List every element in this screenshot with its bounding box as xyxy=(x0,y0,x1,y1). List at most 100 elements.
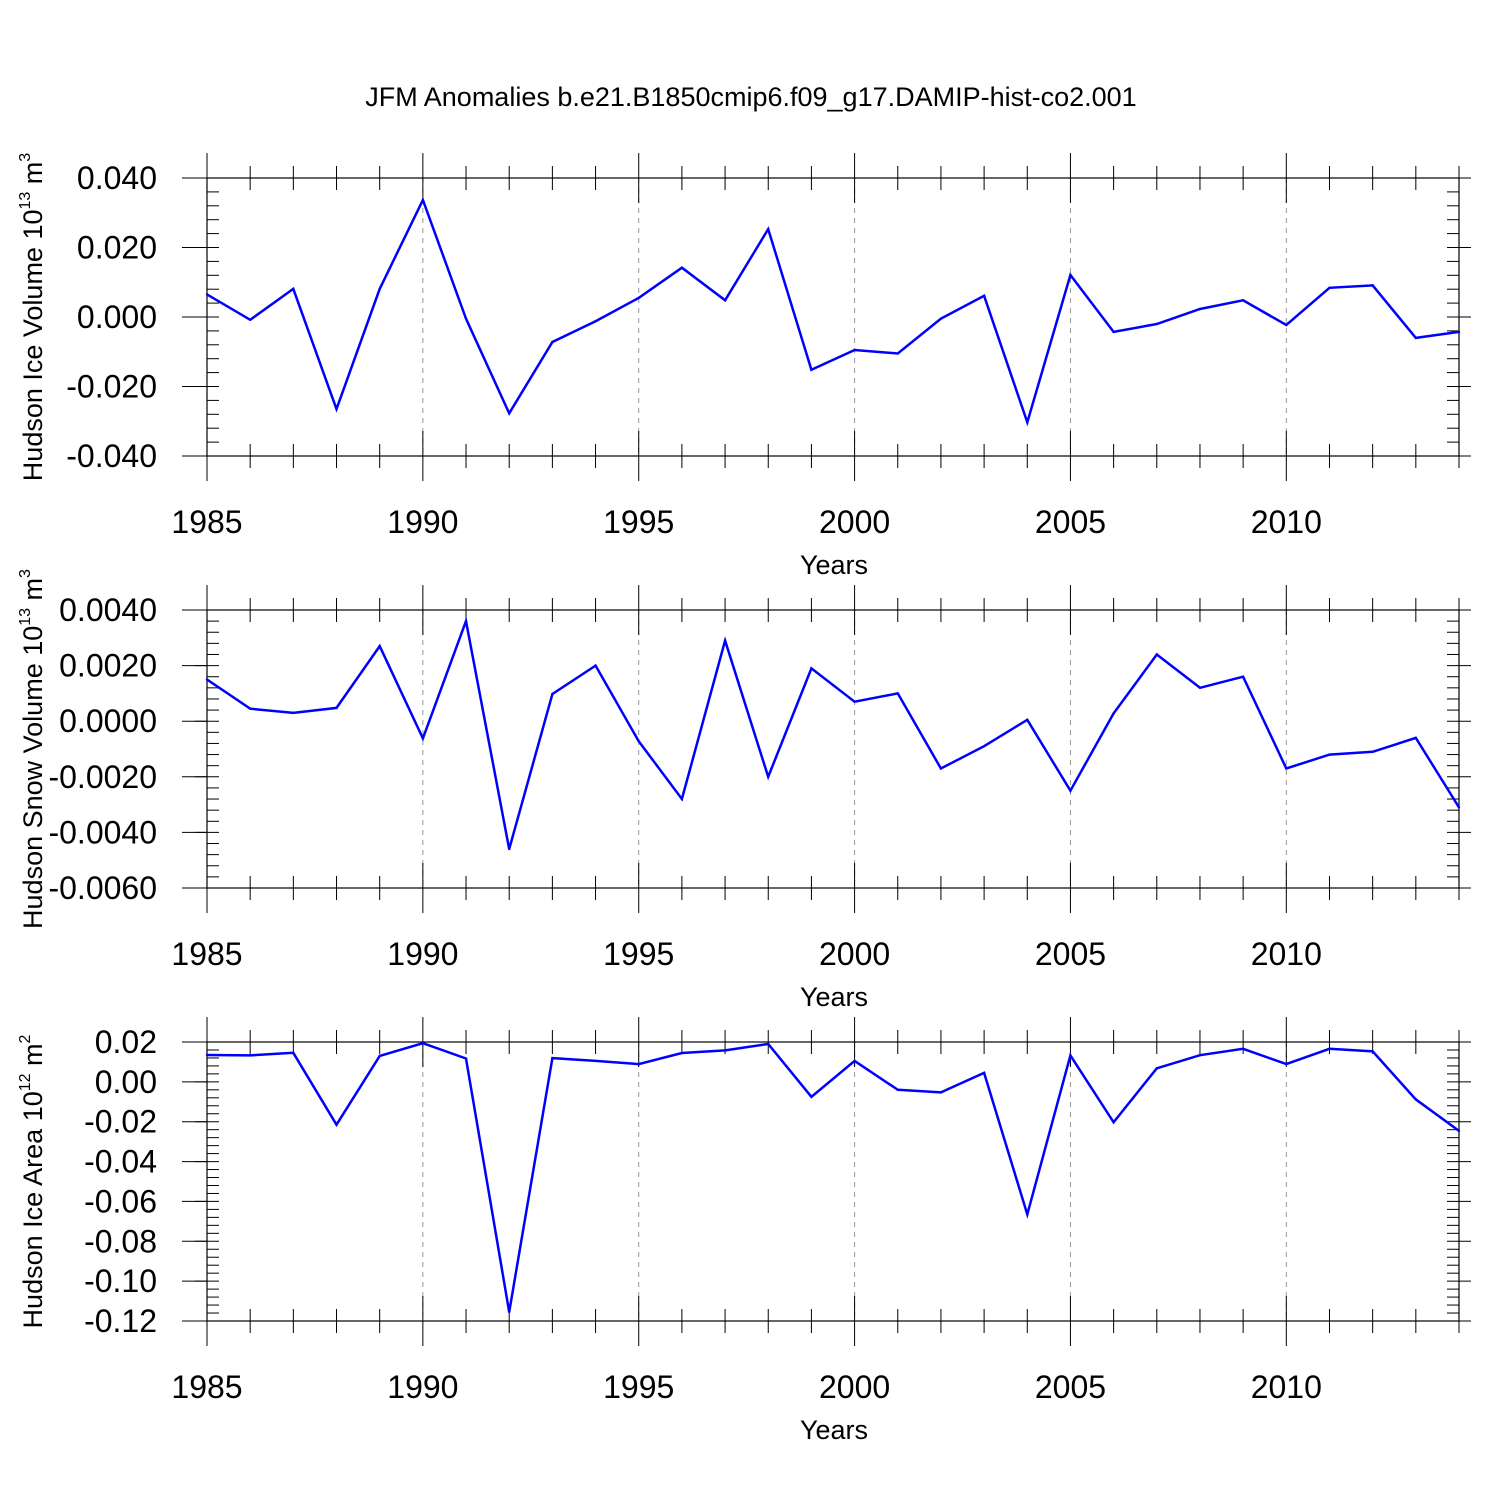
data-point-2007 xyxy=(1155,653,1158,656)
data-point-1990 xyxy=(421,1041,425,1045)
data-point-1987 xyxy=(292,287,295,291)
x-tick-label: 2000 xyxy=(819,1369,890,1405)
x-tick-label: 2010 xyxy=(1251,504,1322,540)
data-point-2012 xyxy=(1371,750,1374,753)
data-point-1996 xyxy=(680,797,684,801)
y-tick-label: -0.04 xyxy=(84,1144,157,1180)
data-point-2006 xyxy=(1112,712,1115,715)
series-line xyxy=(206,1041,1460,1313)
data-point-2001 xyxy=(896,692,899,695)
y-axis-label: Hudson Ice Volume 1013 m3 xyxy=(17,153,48,481)
x-tick-label: 1990 xyxy=(387,936,458,972)
plot-frame xyxy=(206,177,1460,457)
y-tick-label: -0.040 xyxy=(66,438,157,474)
data-point-1994 xyxy=(594,664,597,667)
x-axis-label: Years xyxy=(800,982,868,1012)
y-axis-label-text: Hudson Ice Volume 10 xyxy=(18,210,48,482)
data-point-1986 xyxy=(248,707,252,710)
y-axis-label: Hudson Ice Area 1012 m2 xyxy=(17,1034,48,1328)
y-tick-label: 0.0020 xyxy=(59,648,157,684)
y-axis-unit-power: 2 xyxy=(17,1034,34,1043)
y-tick-label: -0.10 xyxy=(84,1263,157,1299)
data-point-1985 xyxy=(205,678,209,681)
data-point-1993 xyxy=(551,692,554,696)
x-tick-label: 1995 xyxy=(603,936,674,972)
y-tick-label: 0.02 xyxy=(95,1024,157,1060)
data-point-2011 xyxy=(1328,1047,1331,1050)
data-point-2003 xyxy=(982,745,986,748)
y-tick-label: -0.06 xyxy=(84,1183,157,1219)
data-point-1997 xyxy=(723,299,727,302)
data-point-1991 xyxy=(464,1057,468,1060)
data-point-1994 xyxy=(594,319,597,323)
data-point-2014 xyxy=(1457,806,1461,809)
data-point-2000 xyxy=(853,348,856,352)
data-point-2001 xyxy=(896,1088,899,1092)
y-axis-unit: m xyxy=(18,162,48,192)
series-line xyxy=(206,196,1460,427)
y-tick-label: 0.040 xyxy=(77,160,157,196)
y-tick-label: -0.12 xyxy=(84,1303,157,1339)
data-point-2007 xyxy=(1155,322,1158,326)
data-point-1987 xyxy=(292,1051,295,1054)
x-tick-label: 2010 xyxy=(1251,936,1322,972)
data-point-1996 xyxy=(680,1051,684,1055)
y-axis-label: Hudson Snow Volume 1013 m3 xyxy=(17,569,48,929)
data-point-1993 xyxy=(551,340,554,344)
y-tick-label: -0.020 xyxy=(66,369,157,405)
y-axis-label-text: Hudson Snow Volume 10 xyxy=(18,626,48,929)
x-axis-label: Years xyxy=(800,1415,868,1445)
data-point-2004 xyxy=(1026,421,1029,424)
x-tick-label: 2010 xyxy=(1251,1369,1322,1405)
data-point-2000 xyxy=(853,1059,856,1063)
data-point-1999 xyxy=(810,1095,813,1099)
data-point-1985 xyxy=(205,1053,209,1057)
data-point-2010 xyxy=(1285,1062,1288,1066)
data-point-2008 xyxy=(1198,686,1202,690)
y-axis-unit: m xyxy=(18,1043,48,1073)
data-point-1999 xyxy=(810,667,813,670)
data-point-1987 xyxy=(292,711,295,715)
data-point-1995 xyxy=(637,740,640,743)
data-point-2009 xyxy=(1241,1047,1245,1050)
data-point-2007 xyxy=(1155,1067,1158,1070)
y-axis-unit-power: 3 xyxy=(17,153,34,162)
y-tick-label: 0.00 xyxy=(95,1064,157,1100)
data-point-2013 xyxy=(1414,736,1418,740)
data-point-2009 xyxy=(1241,299,1245,302)
data-point-1986 xyxy=(248,1054,252,1057)
data-point-2012 xyxy=(1371,1050,1374,1053)
x-tick-label: 1985 xyxy=(171,936,242,972)
data-point-2006 xyxy=(1112,330,1115,334)
data-point-2010 xyxy=(1285,323,1288,327)
data-point-1991 xyxy=(464,619,468,623)
y-tick-label: 0.0040 xyxy=(59,592,157,628)
y-tick-label: -0.0060 xyxy=(48,870,157,906)
data-point-2004 xyxy=(1026,1213,1029,1216)
chart-panel-1: -0.040 -0.020 0.000 0.020 0.040 1985 1990 1995 2… xyxy=(17,153,1471,580)
data-point-1988 xyxy=(335,706,338,710)
data-point-1990 xyxy=(421,737,425,740)
chart-panel-3: -0.12 -0.10 -0.08 -0.06-0.04 -0.02 0.00 0.02 19… xyxy=(17,1017,1471,1445)
data-point-1992 xyxy=(508,1310,511,1314)
data-point-1997 xyxy=(723,1049,727,1052)
data-point-1993 xyxy=(551,1056,554,1060)
data-point-2001 xyxy=(896,352,899,355)
data-point-2014 xyxy=(1457,330,1461,334)
x-tick-label: 2005 xyxy=(1035,1369,1106,1405)
plot-frame xyxy=(206,609,1460,889)
x-tick-label: 2000 xyxy=(819,504,890,540)
data-point-2006 xyxy=(1112,1121,1115,1124)
data-point-2012 xyxy=(1371,284,1374,287)
x-tick-label: 1995 xyxy=(603,504,674,540)
data-point-1988 xyxy=(335,1123,338,1126)
data-point-2013 xyxy=(1414,336,1418,340)
x-tick-label: 2000 xyxy=(819,936,890,972)
series-line xyxy=(206,616,1461,850)
y-tick-label: -0.0020 xyxy=(48,759,157,795)
x-tick-label: 2005 xyxy=(1035,936,1106,972)
x-tick-label: 1985 xyxy=(171,504,242,540)
data-point-2003 xyxy=(982,294,986,298)
data-point-1999 xyxy=(810,368,813,372)
data-point-2005 xyxy=(1069,273,1072,277)
